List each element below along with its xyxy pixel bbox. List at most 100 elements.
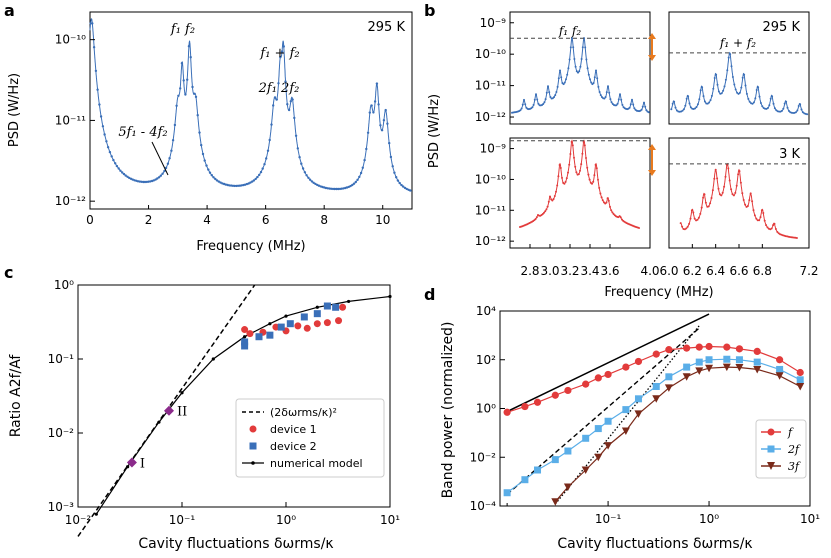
panel-b-data-point	[574, 165, 577, 168]
panel-d-series-2f-point	[753, 358, 761, 366]
panel-b-data-point	[785, 100, 788, 103]
panel-d-series-2f-point	[582, 434, 590, 442]
panel-c-xtick-label: 10⁰	[276, 513, 296, 527]
panel-a-data-point	[175, 104, 178, 108]
panel-a-data-point	[393, 171, 396, 174]
panel-b-ytick-label-top: 10⁻¹⁰	[475, 47, 506, 61]
panel-b-data-point	[681, 109, 684, 112]
panel-b-data-point	[596, 77, 599, 80]
panel-d-series-f-point	[665, 346, 673, 354]
panel-b-data-point	[565, 78, 567, 81]
panel-b-data-point	[695, 106, 698, 108]
panel-d-asymptote-f	[506, 313, 710, 413]
panel-b-data-point	[555, 91, 558, 93]
panel-b-data-point	[563, 182, 566, 185]
panel-b-data-point	[795, 237, 798, 239]
panel-a-data-point	[94, 69, 98, 73]
panel-a-data-point	[198, 131, 201, 134]
panel-b-data-point	[724, 175, 727, 178]
panel-a-data-point	[349, 184, 352, 188]
panel-b-xtick-label-right: 6.0	[659, 264, 678, 278]
panel-a-xtick-label: 6	[262, 213, 270, 227]
panel-a-data-point	[305, 174, 308, 177]
panel-b-ytick-label-top: 10⁻⁹	[480, 16, 507, 30]
panel-a-data-point	[106, 146, 110, 149]
panel-c-device2-point	[241, 338, 249, 346]
panel-d-series-3f-point	[722, 363, 731, 372]
panel-c-marker-II	[164, 405, 175, 416]
panel-a-data-point	[115, 164, 119, 168]
panel-b-data-point	[535, 216, 538, 219]
panel-b-data-point	[734, 191, 737, 194]
panel-b-data-point	[688, 222, 691, 225]
panel-b-data-point	[744, 84, 747, 87]
panel-b-data-point	[557, 175, 560, 178]
panel-a-data-point	[128, 176, 131, 180]
panel-a-data-point	[131, 178, 134, 181]
panel-b-xtick-label-left: 4.0	[640, 264, 659, 278]
panel-b-data-point	[688, 102, 691, 105]
panel-a-data-point	[140, 180, 143, 183]
panel-a-data-point	[331, 187, 335, 191]
panel-b-data-point	[727, 56, 730, 59]
panel-b-data-point	[758, 95, 761, 98]
panel-a-data-point	[161, 172, 164, 175]
panel-b-data-point	[720, 194, 723, 197]
panel-a-data-point	[386, 122, 389, 125]
panel-b-data-point	[738, 91, 741, 94]
panel-d-series-f-point	[796, 368, 804, 377]
panel-b-data-point	[693, 217, 696, 220]
panel-a-data-point	[402, 185, 405, 188]
panel-b-data-point	[723, 185, 726, 188]
panel-c-device1-point	[294, 322, 302, 330]
panel-b-data-point	[725, 163, 728, 166]
panel-d-series-f-point	[564, 386, 572, 395]
panel-b-data-point	[745, 92, 748, 95]
panel-b-data-point	[685, 227, 688, 230]
panel-a-data-point	[235, 184, 238, 188]
panel-a-data-point	[252, 179, 256, 182]
panel-b-xtick-label-right: 6.6	[729, 264, 748, 278]
panel-b-data-point	[739, 181, 742, 184]
panel-a-data-point	[101, 125, 105, 128]
panel-a-data-point	[133, 179, 136, 182]
panel-b-data-point	[553, 96, 555, 99]
panel-a-frame	[89, 11, 413, 210]
panel-a-data-point	[270, 123, 273, 126]
panel-b-data-point	[537, 102, 540, 105]
panel-a-data-point	[298, 156, 301, 159]
panel-a-data-point	[217, 180, 220, 183]
panel-b-data-point	[740, 86, 743, 89]
panel-b-data-point	[585, 157, 587, 159]
panel-a-xtick-label: 10	[375, 213, 390, 227]
panel-a-data-point	[284, 80, 287, 83]
panel-a-data-point	[352, 182, 356, 185]
panel-a-data-point	[294, 134, 298, 137]
panel-b-data-point	[765, 224, 768, 227]
panel-b-data-point	[557, 77, 560, 80]
panel-b-spectrum-top-right	[670, 51, 809, 115]
panel-a-data-point	[254, 177, 257, 181]
panel-d-ytick-label: 10⁻²	[470, 450, 497, 464]
panel-b-data-point	[556, 184, 559, 187]
panel-b-data-point	[545, 208, 548, 211]
panel-b-data-point	[601, 199, 604, 202]
panel-b-data-point	[780, 109, 783, 112]
panel-a-data-point	[180, 62, 184, 65]
panel-b-data-point	[584, 46, 587, 49]
panel-b-data-point	[735, 184, 738, 187]
panel-a-data-point	[280, 50, 284, 53]
panel-d-series-f-point	[582, 380, 590, 388]
panel-b-data-point	[738, 170, 741, 173]
panel-a-temperature: 295 K	[368, 20, 406, 35]
panel-b-data-point	[751, 200, 754, 203]
panel-b-data-point	[547, 200, 550, 203]
panel-d-series-3f-point	[634, 410, 643, 418]
panel-c-device1-point	[303, 324, 311, 332]
panel-a-data-point	[159, 174, 162, 177]
panel-a-data-point	[200, 143, 203, 147]
panel-a-data-point	[330, 187, 333, 190]
panel-a-data-point	[354, 180, 357, 184]
panel-b-data-point	[572, 46, 575, 49]
panel-label-c: c	[4, 263, 13, 282]
